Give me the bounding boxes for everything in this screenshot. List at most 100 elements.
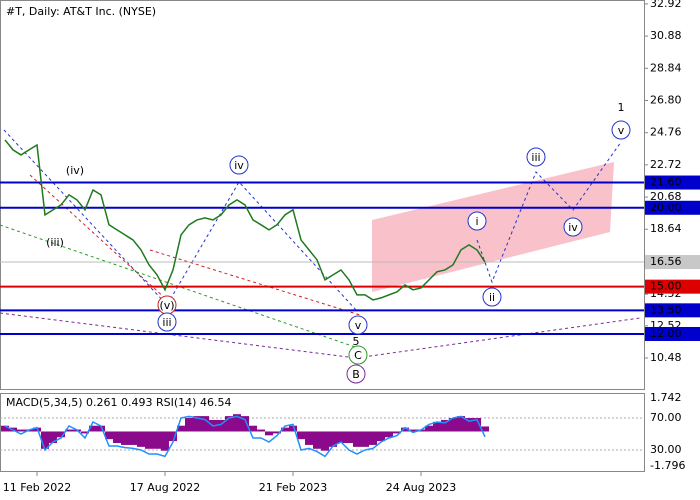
macd-bar [425, 425, 433, 432]
macd-bar [281, 427, 289, 432]
macd-bar [433, 421, 441, 432]
macd-bar [257, 429, 265, 432]
chart-title: #T, Daily: AT&T Inc. (NYSE) [6, 5, 156, 18]
macd-bar [121, 431, 129, 445]
wave-label: i [475, 215, 478, 228]
y-tick-label: 28.84 [650, 61, 682, 74]
macd-bar [321, 431, 329, 451]
channel [372, 162, 614, 292]
macd-bar [1, 425, 9, 432]
macd-bar [225, 416, 233, 432]
macd-bar [241, 416, 249, 432]
macd-bar [361, 431, 369, 447]
wave-label: ii [489, 291, 495, 304]
macd-bar [305, 431, 313, 445]
macd-bar [57, 431, 65, 438]
macd-bar [449, 418, 457, 432]
macd-bar [137, 431, 145, 447]
macd-bar [441, 419, 449, 432]
price-line [4, 139, 486, 301]
wave-circle [346, 364, 366, 384]
macd-bar [473, 418, 481, 432]
macd-bar [169, 431, 177, 442]
y-tick-label: 10.48 [650, 351, 682, 364]
macd-bar [177, 425, 185, 432]
level-label: 15.00 [650, 280, 682, 293]
level-box [645, 200, 700, 215]
macd-bar [377, 431, 385, 442]
wave-circle [482, 287, 502, 307]
y-tick-label: 20.68 [650, 190, 682, 203]
macd-bar [273, 431, 281, 434]
macd-bar [161, 431, 169, 451]
macd-bar [185, 418, 193, 432]
macd-bar [97, 425, 105, 432]
macd-bar [249, 425, 257, 432]
level-label: 12.00 [650, 327, 682, 340]
macd-bar [329, 431, 337, 447]
wave-label: C [354, 349, 362, 362]
wave-lines [0, 129, 641, 359]
wave-circle [467, 211, 487, 231]
y-tick-label: 24.76 [650, 126, 682, 139]
wave-circle [526, 147, 546, 167]
y-tick-label: 30.88 [650, 29, 682, 42]
macd-bar [409, 429, 417, 432]
wave-label: 5 [353, 335, 360, 348]
wave-circle [348, 315, 368, 335]
macd-bar [465, 418, 473, 432]
y-tick-label: 22.72 [650, 158, 682, 171]
macd-bar [385, 431, 393, 438]
macd-bar [369, 431, 377, 445]
wave-label: 1 [618, 101, 625, 114]
macd-bar [345, 431, 353, 444]
x-tick-label: 24 Aug 2023 [386, 481, 456, 494]
macd-bar [17, 429, 25, 432]
macd-bar [113, 431, 121, 444]
rsi-line [4, 415, 486, 458]
macd-bar [337, 431, 345, 444]
macd-bar [201, 416, 209, 432]
level-box [645, 303, 700, 318]
current-price-label: 16.56 [650, 255, 682, 268]
x-tick-label: 17 Aug 2022 [130, 481, 200, 494]
macd-bar [401, 427, 409, 432]
y-tick-label: 1.742 [650, 391, 682, 404]
current-price-box [645, 255, 700, 270]
wave-label: iv [568, 221, 578, 234]
macd-bar [105, 431, 113, 440]
level-label: 21.60 [650, 176, 682, 189]
macd-bar [481, 426, 489, 432]
wave-label: iii [531, 151, 540, 164]
level-box [645, 175, 700, 190]
y2-tick-label: 70.00 [650, 411, 682, 424]
wave-label: iii [162, 316, 171, 329]
macd-bar [265, 431, 273, 436]
macd-bar [217, 419, 225, 432]
macd-bar [49, 431, 57, 444]
wave-label: B [352, 368, 360, 381]
wave-label: v [618, 124, 625, 137]
wave-label: (v) [159, 299, 174, 312]
y-tick-label: 18.64 [650, 222, 682, 235]
wave-circle [563, 217, 583, 237]
wave-label: (iv) [66, 164, 84, 177]
macd-bar [153, 431, 161, 449]
y-tick-label: -1.796 [650, 459, 685, 472]
macd-bar [297, 431, 305, 440]
level-box [645, 326, 700, 341]
macd-bar [313, 431, 321, 449]
indicator-label: MACD(5,34,5) 0.261 0.493 RSI(14) 46.54 [6, 396, 231, 409]
macd-bar [233, 414, 241, 432]
macd-bar [89, 425, 97, 432]
level-box [645, 279, 700, 294]
wave-label: (iii) [46, 236, 64, 249]
wave-circle [611, 120, 631, 140]
macd-bar [193, 416, 201, 432]
macd-bar [393, 431, 401, 434]
macd-bar [81, 431, 89, 434]
macd-bar [129, 431, 137, 445]
macd-bar [457, 416, 465, 432]
wave-label: v [355, 319, 362, 332]
